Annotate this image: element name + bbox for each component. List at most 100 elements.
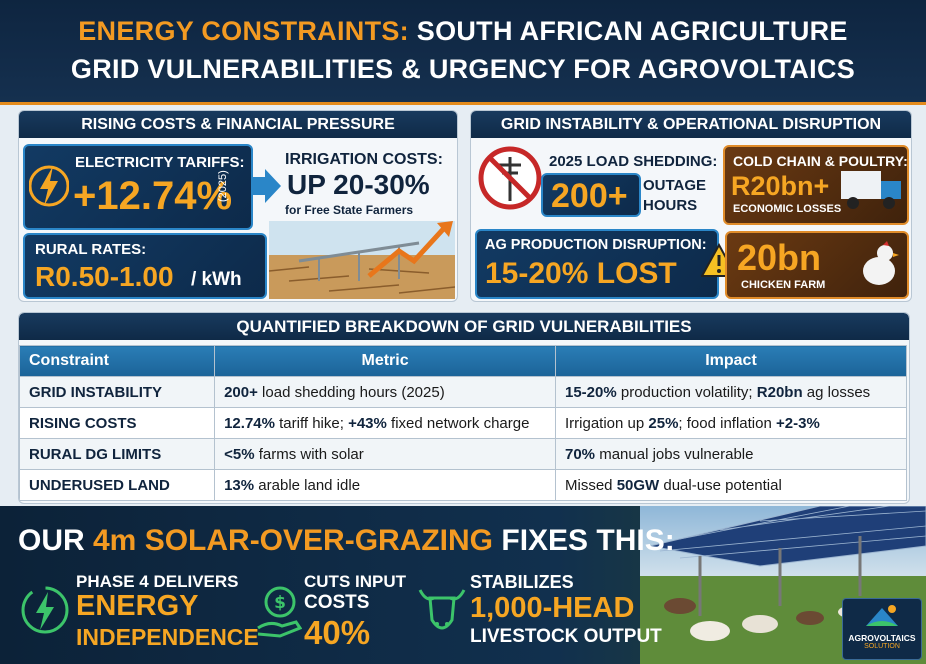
- cattle-icon: [418, 589, 466, 630]
- cold-chain-label: COLD CHAIN & POULTRY:: [733, 153, 908, 169]
- cold-chain-value: R20bn+: [731, 171, 830, 201]
- arrow: [251, 169, 281, 203]
- table-title: QUANTIFIED BREAKDOWN OF GRID VULNERABILI…: [19, 313, 909, 340]
- constraint-cell: GRID INSTABILITY: [19, 376, 216, 408]
- panel-title: GRID INSTABILITY & OPERATIONAL DISRUPTIO…: [471, 111, 911, 138]
- cell-text: 200+: [224, 383, 258, 401]
- production-value: 15-20% LOST: [485, 257, 677, 290]
- cell-text: +2-3%: [776, 414, 820, 432]
- table-row: UNDERUSED LAND 13% arable land idle Missed…: [19, 469, 907, 501]
- cell-text: Missed: [565, 476, 617, 494]
- cell-text: 13%: [224, 476, 255, 494]
- cell-text: 70%: [565, 445, 596, 463]
- rural-unit: / kWh: [191, 269, 242, 290]
- column-header: Constraint: [19, 345, 216, 377]
- header: ENERGY CONSTRAINTS: SOUTH AFRICAN AGRICU…: [0, 0, 926, 105]
- costs-panel: RISING COSTS & FINANCIAL PRESSURE ELECTR…: [18, 110, 458, 302]
- item-line: 1,000-HEAD: [470, 592, 635, 624]
- cell-text: ; food inflation: [678, 414, 776, 432]
- metric-cell: 13% arable land idle: [214, 469, 556, 501]
- irrigation-note: for Free State Farmers: [285, 203, 414, 217]
- cell-text: 50GW: [616, 476, 660, 494]
- irrigation-value: UP 20-30%: [287, 169, 430, 200]
- irrigation-label: IRRIGATION COSTS:: [285, 151, 443, 168]
- logo-icon: [866, 605, 898, 626]
- chicken-note: CHICKEN FARM: [741, 279, 826, 291]
- cell-text: <5%: [224, 445, 255, 463]
- item-line: 40%: [304, 614, 371, 651]
- cost-icon: $: [257, 586, 302, 638]
- load-shedding-label: 2025 LOAD SHEDDING:: [549, 153, 718, 170]
- header-row: Constraint Metric Impact: [19, 345, 907, 377]
- tariffs-value: +12.74%: [73, 174, 233, 218]
- load-shedding-unit: OUTAGE: [643, 177, 707, 194]
- title-highlight: 4m SOLAR-OVER-GRAZING: [93, 524, 494, 557]
- column-header: Impact: [555, 345, 907, 377]
- cell-text: Irrigation up: [565, 414, 649, 432]
- dry-field-illustration: [269, 221, 455, 299]
- grid-panel: GRID INSTABILITY & OPERATIONAL DISRUPTIO…: [470, 110, 912, 302]
- cell-text: 25%: [648, 414, 679, 432]
- no-power-icon: [478, 146, 542, 210]
- title-rest: SOUTH AFRICAN AGRICULTURE: [408, 16, 848, 46]
- cell-text: production volatility;: [616, 383, 757, 401]
- title-highlight: ENERGY CONSTRAINTS:: [78, 16, 409, 46]
- cell-text: load shedding hours (2025): [257, 383, 445, 401]
- item-line: COSTS: [304, 592, 370, 613]
- constraint-cell: RURAL DG LIMITS: [19, 438, 216, 470]
- logo: AGROVOLTAICS SOLUTION: [842, 598, 922, 660]
- item-line: CUTS INPUT: [304, 572, 406, 591]
- vulnerability-table: Constraint Metric Impact GRID INSTABILITY 2…: [19, 345, 907, 501]
- logo-tagline: SOLUTION: [864, 643, 900, 650]
- rural-label: RURAL RATES:: [35, 241, 147, 258]
- cold-chain-note: ECONOMIC LOSSES: [733, 203, 842, 215]
- cell-text: dual-use potential: [659, 476, 782, 494]
- cell-text: ag losses: [802, 383, 871, 401]
- solar-grazing-photo: [640, 506, 926, 664]
- svg-text:$: $: [274, 593, 286, 613]
- cell-text: fixed network charge: [386, 414, 530, 432]
- title: ENERGY CONSTRAINTS: SOUTH AFRICAN AGRICU…: [0, 16, 926, 47]
- table-body: GRID INSTABILITY 200+ load shedding hours…: [19, 376, 907, 501]
- impact-cell: 70% manual jobs vulnerable: [555, 438, 907, 470]
- load-shedding-value: 200+: [551, 177, 628, 215]
- impact-cell: Missed 50GW dual-use potential: [555, 469, 907, 501]
- metric-cell: 12.74% tariff hike; +43% fixed network c…: [214, 407, 556, 439]
- cell-text: arable land idle: [254, 476, 361, 494]
- metric-cell: <5% farms with solar: [214, 438, 556, 470]
- solution-title: OUR 4m SOLAR-OVER-GRAZING FIXES THIS:: [18, 524, 675, 558]
- truck-icon: [841, 171, 901, 209]
- load-shedding-unit: HOURS: [643, 197, 698, 214]
- bolt-icon: [29, 165, 69, 207]
- tariffs-year: (2025): [217, 170, 229, 202]
- production-card: AG PRODUCTION DISRUPTION: 15-20% LOST: [475, 229, 719, 299]
- item-line: INDEPENDENCE: [76, 624, 259, 650]
- cell-text: manual jobs vulnerable: [595, 445, 754, 463]
- logo-name: AGROVOLTAICS: [848, 633, 916, 643]
- table-panel: QUANTIFIED BREAKDOWN OF GRID VULNERABILI…: [18, 312, 910, 504]
- item-line: LIVESTOCK OUTPUT: [470, 626, 662, 647]
- impact-cell: Irrigation up 25%; food inflation +2-3%: [555, 407, 907, 439]
- column-header: Metric: [214, 345, 556, 377]
- chicken-value: 20bn: [737, 237, 822, 278]
- table-row: GRID INSTABILITY 200+ load shedding hours…: [19, 376, 907, 408]
- cell-text: 12.74%: [224, 414, 275, 432]
- item-line: ENERGY: [76, 590, 199, 622]
- cell-text: 15-20%: [565, 383, 617, 401]
- item-line: STABILIZES: [470, 572, 574, 592]
- solution-band: OUR 4m SOLAR-OVER-GRAZING FIXES THIS: PH…: [0, 506, 926, 664]
- title-start: OUR: [18, 524, 93, 557]
- chicken-card: 20bn CHICKEN FARM: [725, 231, 909, 299]
- subtitle: GRID VULNERABILITIES & URGENCY FOR AGROV…: [70, 54, 856, 84]
- impact-cell: 15-20% production volatility; R20bn ag l…: [555, 376, 907, 408]
- tariffs-card: ELECTRICITY TARIFFS: +12.74% (2025): [23, 144, 253, 230]
- production-label: AG PRODUCTION DISRUPTION:: [485, 237, 707, 253]
- title-end: FIXES THIS:: [493, 524, 675, 557]
- panel-title: RISING COSTS & FINANCIAL PRESSURE: [19, 111, 457, 138]
- cell-text: +43%: [348, 414, 387, 432]
- rural-value: R0.50-1.00: [35, 261, 174, 292]
- constraint-cell: RISING COSTS: [19, 407, 216, 439]
- table-row: RISING COSTS 12.74% tariff hike; +43% fix…: [19, 407, 907, 439]
- cell-text: farms with solar: [254, 445, 364, 463]
